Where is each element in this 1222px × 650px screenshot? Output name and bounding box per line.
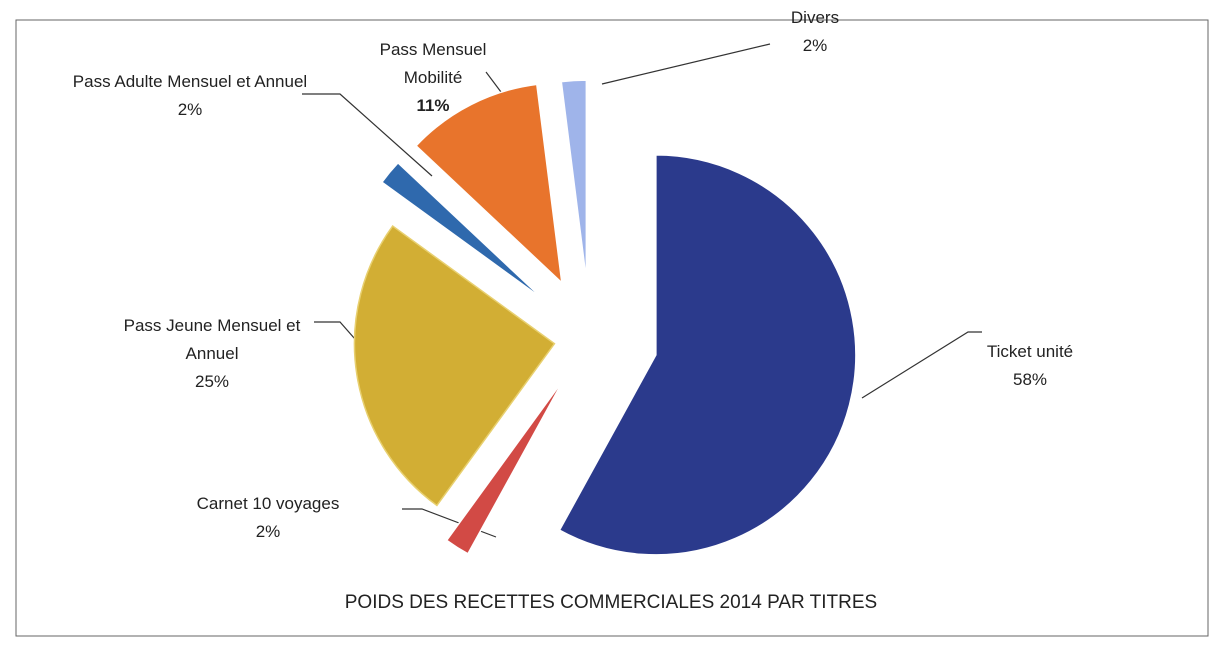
leader-line bbox=[601, 43, 771, 85]
slice-label: Pass Jeune Mensuel et Annuel bbox=[123, 316, 301, 363]
pie-slice bbox=[558, 154, 857, 556]
leader-line bbox=[861, 331, 982, 399]
slice-value-label: 25% bbox=[194, 372, 230, 391]
frame bbox=[15, 19, 1209, 637]
pie-slice bbox=[414, 83, 563, 285]
leader-line bbox=[302, 93, 433, 177]
slice-label: Carnet 10 voyages bbox=[196, 494, 340, 513]
pie-slice bbox=[445, 378, 565, 555]
chart-title: POIDS DES RECETTES COMMERCIALES 2014 PAR… bbox=[344, 592, 878, 613]
slice-value-label: 2% bbox=[177, 100, 203, 119]
slice-label: Pass Mensuel Mobilité bbox=[379, 40, 487, 87]
pie-slice bbox=[560, 79, 588, 281]
slice-label: Pass Adulte Mensuel et Annuel bbox=[72, 72, 308, 91]
pie-slice bbox=[380, 161, 545, 301]
slice-label: Ticket unité bbox=[986, 342, 1074, 361]
slice-value-label: 2% bbox=[255, 522, 281, 541]
slice-value-label: 58% bbox=[1012, 370, 1048, 389]
slice-label: Divers bbox=[790, 8, 840, 27]
slice-value-label: 2% bbox=[802, 36, 828, 55]
slice-value-label: 11% bbox=[416, 96, 450, 115]
pie-slice bbox=[353, 225, 556, 507]
